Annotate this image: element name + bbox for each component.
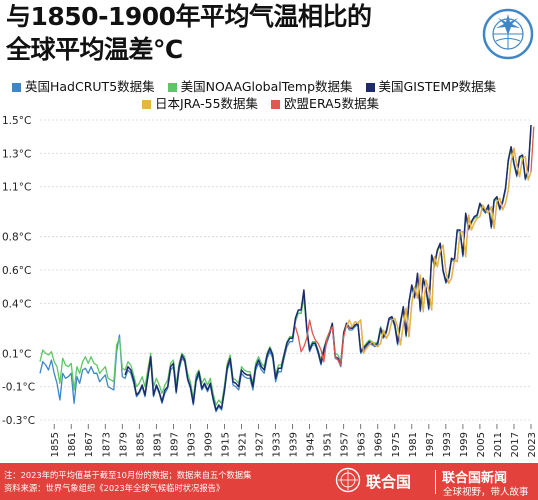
x-tick-label: 1999 [459,432,470,457]
un-news-slogan: 全球视野，带人故事 [443,487,529,498]
y-tick-label: 1.1°C [2,182,31,194]
x-tick-label: 1969 [374,432,385,457]
x-tick-label: 1915 [220,432,231,457]
x-tick-label: 2017 [510,432,521,457]
x-tick-label: 1885 [135,432,146,457]
x-tick-label: 1903 [186,432,197,457]
x-tick-label: 2005 [476,432,487,457]
legend-item-hadcrut5: 英国HadCRUT5数据集 [12,79,155,95]
x-tick-label: 1891 [152,432,163,457]
x-tick-label: 1867 [84,432,95,457]
x-tick-label: 2011 [493,432,504,457]
x-tick-label: 1957 [340,432,351,457]
wmo-logo-icon [482,8,534,60]
x-tick-label: 1963 [357,432,368,457]
x-tick-label: 1987 [425,432,436,457]
legend-row-1: 英国HadCRUT5数据集 美国NOAAGlobalTemp数据集 美国GIST… [12,79,505,96]
un-emblem-icon [335,467,361,493]
y-tick-label: 0.8°C [2,232,31,244]
x-tick-label: 1939 [289,432,300,457]
y-tick-label: -0.3°C [2,415,35,427]
legend-label: 日本JRA-55数据集 [155,96,259,111]
x-tick-label: 1933 [272,432,283,457]
x-tick-label: 1975 [391,432,402,457]
x-tick-label: 1981 [408,432,419,457]
series-era5-line [294,126,535,366]
x-tick-label: 2023 [527,432,538,457]
y-tick-label: 0.4°C [2,298,31,310]
x-tick-label: 1855 [50,432,61,457]
x-tick-label: 1945 [306,432,317,457]
legend-item-jra55: 日本JRA-55数据集 [142,96,258,112]
legend-swatch [142,99,151,109]
legend-label: 欧盟ERA5数据集 [284,96,380,111]
legend-label: 美国GISTEMP数据集 [378,79,497,94]
chart-title-line2: 全球平均温差℃ [6,35,183,64]
x-tick-label: 1873 [101,432,112,457]
legend-swatch [167,82,177,92]
x-tick-label: 1879 [118,432,129,457]
temperature-line-chart: 1.5°C 1.3°C 1.1°C 0.8°C 0.6°C 0.4°C 0.1°C -0.1°… [2,115,538,457]
legend-label: 美国NOAAGlobalTemp数据集 [180,79,353,94]
x-tick-label: 1951 [323,432,334,457]
legend-swatch [365,82,375,92]
y-tick-label: 1.5°C [2,115,31,127]
series-jra55-line [345,147,532,354]
footer-note: 注：2023年的平均值基于截至10月份的数据；数据来自五个数据集 [4,470,252,480]
x-tick-label: 1909 [203,432,214,457]
y-tick-label: 0.1°C [2,348,31,360]
legend-row-2: 日本JRA-55数据集 欧盟ERA5数据集 [142,96,388,113]
series-gistemp-line [124,124,532,411]
x-tick-label: 1861 [67,432,78,457]
footer-divider [435,470,436,494]
legend-item-noaa: 美国NOAAGlobalTemp数据集 [167,79,353,95]
series-noaa-line [39,129,532,406]
un-brand-name: 联合国 [366,473,412,491]
footer-source: 资料来源：世界气象组织《2023年全球气候临时状况报告》 [4,483,225,493]
x-tick-label: 1927 [255,432,266,457]
x-tick-label: 1993 [442,432,453,457]
legend-swatch [12,82,21,92]
footer-bar: 注：2023年的平均值基于截至10月份的数据；数据来自五个数据集 资料来源：世界… [0,463,538,500]
un-news-brand: 联合国新闻 [442,471,508,486]
y-tick-label: 1.3°C [2,148,31,160]
legend-item-era5: 欧盟ERA5数据集 [271,96,379,112]
x-tick-label: 1921 [238,432,249,457]
chart-title-line1: 与1850-1900年平均气温相比的 [6,2,372,31]
legend-label: 英国HadCRUT5数据集 [25,79,155,94]
legend-item-gistemp: 美国GISTEMP数据集 [365,79,497,95]
x-tick-label: 1897 [169,432,180,457]
y-tick-label: -0.1°C [2,382,35,394]
y-tick-label: 0.6°C [2,265,31,277]
legend-swatch [271,99,281,109]
